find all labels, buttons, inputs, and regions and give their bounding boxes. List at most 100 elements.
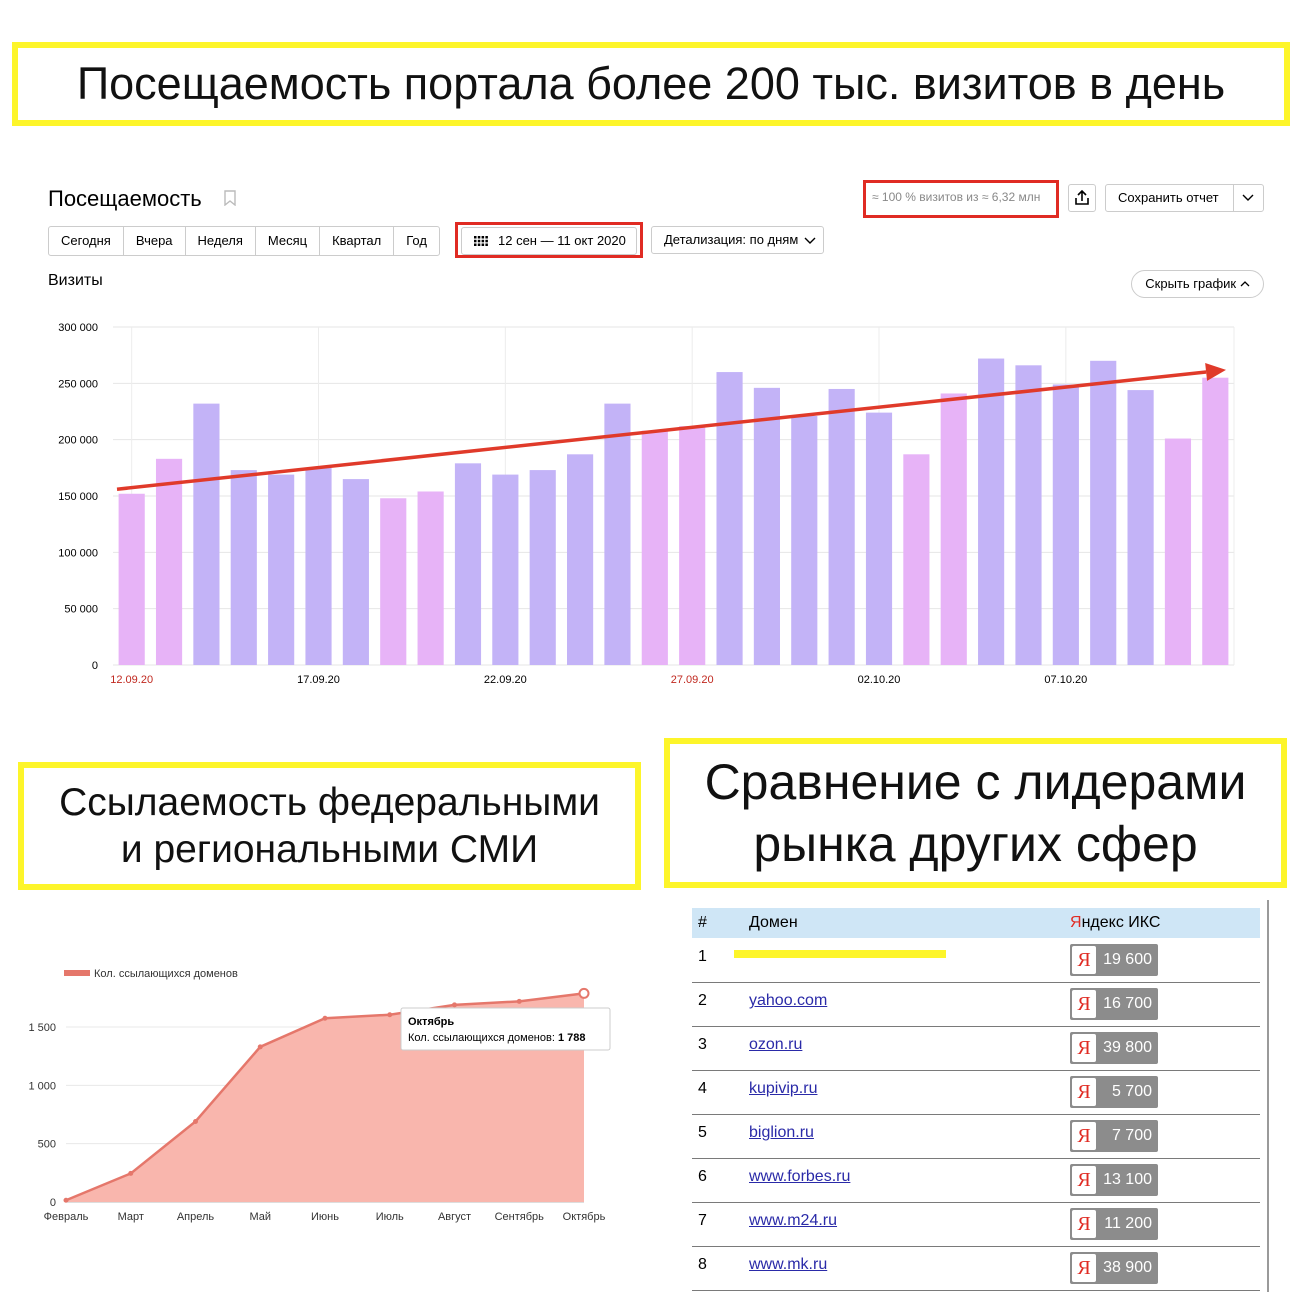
banner-media-links: Ссылаемость федеральными и региональными… xyxy=(18,762,641,890)
row-domain-link[interactable]: ozon.ru xyxy=(749,1036,803,1053)
bar[interactable] xyxy=(342,479,369,665)
bar[interactable] xyxy=(828,388,855,665)
bar[interactable] xyxy=(1164,438,1192,665)
bar[interactable] xyxy=(529,470,556,665)
data-point[interactable] xyxy=(452,1002,457,1008)
iks-badge: Я 16 700 xyxy=(1070,988,1158,1020)
period-quarter[interactable]: Квартал xyxy=(320,227,395,255)
row-number: 1 xyxy=(698,948,707,965)
iks-badge: Я 19 600 xyxy=(1070,944,1158,976)
data-point[interactable] xyxy=(63,1197,69,1203)
period-month[interactable]: Месяц xyxy=(256,227,321,255)
bar[interactable] xyxy=(1052,384,1079,665)
y-tick-label: 300 000 xyxy=(58,322,98,334)
legend-marker xyxy=(74,970,80,976)
period-year[interactable]: Год xyxy=(406,233,427,248)
bar[interactable] xyxy=(753,387,780,665)
data-point[interactable] xyxy=(322,1015,328,1021)
bookmark-icon[interactable] xyxy=(224,190,236,206)
data-point[interactable] xyxy=(257,1044,263,1050)
x-tick-label: Октябрь xyxy=(563,1211,606,1223)
export-button[interactable] xyxy=(1068,184,1096,212)
bar[interactable] xyxy=(1090,360,1117,665)
yandex-logo-icon: Я xyxy=(1072,1122,1096,1150)
bar[interactable] xyxy=(1015,365,1042,665)
iks-badge: Я 5 700 xyxy=(1070,1076,1158,1108)
bar[interactable] xyxy=(380,498,407,665)
y-tick-label: 1 500 xyxy=(28,1022,56,1034)
x-tick-label: Сентябрь xyxy=(495,1211,545,1223)
y-tick-label: 0 xyxy=(92,660,98,672)
row-number: 4 xyxy=(698,1080,707,1097)
iks-value: 5 700 xyxy=(1111,1083,1152,1100)
row-domain-link[interactable]: www.forbes.ru xyxy=(749,1168,851,1185)
iks-table: # Домен Яндекс ИКС 1 Я 19 600 2 yahoo.com Я 16… xyxy=(692,900,1269,1292)
bar[interactable] xyxy=(716,372,743,665)
row-domain-link[interactable]: www.mk.ru xyxy=(749,1256,828,1273)
data-point[interactable] xyxy=(387,1012,393,1018)
header-num: # xyxy=(698,914,707,931)
x-tick-label: 02.10.20 xyxy=(858,674,901,686)
bar[interactable] xyxy=(492,474,519,665)
period-week[interactable]: Неделя xyxy=(186,227,256,255)
date-range-button[interactable]: 12 сен — 11 окт 2020 xyxy=(461,227,637,255)
iks-value: 38 900 xyxy=(1103,1259,1152,1276)
iks-badge: Я 7 700 xyxy=(1070,1120,1158,1152)
bar[interactable] xyxy=(791,416,818,665)
y-tick-label: 50 000 xyxy=(64,604,98,616)
sample-info-highlight xyxy=(863,180,1059,218)
table-row: 8 www.mk.ru Я 38 900 xyxy=(692,1246,1260,1291)
banner-comparison-line2: рынка других сфер xyxy=(753,816,1198,872)
bar[interactable] xyxy=(903,454,930,665)
detail-label: Детализация: по дням xyxy=(664,232,799,247)
chart-section-title: Визиты xyxy=(48,272,103,289)
row-domain-link[interactable]: biglion.ru xyxy=(749,1124,814,1141)
legend-label: Кол. ссылающихся доменов xyxy=(94,968,238,980)
bar[interactable] xyxy=(417,491,444,665)
bar[interactable] xyxy=(155,458,183,665)
yandex-logo-icon: Я xyxy=(1072,990,1096,1018)
row-number: 8 xyxy=(698,1256,707,1273)
chevron-down-icon xyxy=(804,237,816,244)
row-number: 5 xyxy=(698,1124,707,1141)
bar[interactable] xyxy=(230,470,257,665)
bar[interactable] xyxy=(118,493,145,665)
bar[interactable] xyxy=(1202,377,1229,665)
save-report-button[interactable]: Сохранить отчет xyxy=(1105,184,1264,212)
chevron-down-icon[interactable] xyxy=(1242,193,1254,203)
hide-chart-label: Скрыть график xyxy=(1145,276,1237,291)
x-tick-label: Март xyxy=(118,1211,144,1223)
bar[interactable] xyxy=(865,412,893,665)
bar[interactable] xyxy=(679,426,706,665)
bar[interactable] xyxy=(268,474,295,665)
y-tick-label: 1 000 xyxy=(28,1080,56,1092)
iks-value: 7 700 xyxy=(1111,1127,1152,1144)
x-tick-label: Август xyxy=(438,1211,471,1223)
bar[interactable] xyxy=(604,403,631,665)
data-point-highlighted[interactable] xyxy=(578,987,590,999)
bar[interactable] xyxy=(567,454,594,665)
detail-dropdown[interactable]: Детализация: по дням xyxy=(651,226,824,254)
bar[interactable] xyxy=(940,393,967,665)
hide-chart-button[interactable]: Скрыть график xyxy=(1131,270,1264,298)
row-domain-link[interactable]: kupivip.ru xyxy=(749,1080,818,1097)
y-tick-label: 150 000 xyxy=(58,491,98,503)
bar[interactable] xyxy=(193,403,220,665)
bar[interactable] xyxy=(305,467,332,665)
period-today[interactable]: Сегодня xyxy=(49,227,124,255)
bar[interactable] xyxy=(1127,390,1154,665)
row-domain-link[interactable]: www.m24.ru xyxy=(749,1212,838,1229)
row-domain-link[interactable]: yahoo.com xyxy=(749,992,828,1009)
data-point[interactable] xyxy=(516,998,522,1004)
y-tick-label: 0 xyxy=(50,1197,56,1209)
x-tick-label: 17.09.20 xyxy=(297,674,340,686)
bar[interactable] xyxy=(641,430,668,665)
header-iks-y: Я xyxy=(1070,914,1082,931)
data-point[interactable] xyxy=(193,1119,198,1124)
bar[interactable] xyxy=(978,358,1005,665)
row-number: 7 xyxy=(698,1212,707,1229)
data-point[interactable] xyxy=(128,1170,134,1176)
bar[interactable] xyxy=(454,463,482,665)
period-yesterday[interactable]: Вчера xyxy=(124,227,186,255)
banner-comparison: Сравнение с лидерами рынка других сфер xyxy=(664,738,1287,888)
